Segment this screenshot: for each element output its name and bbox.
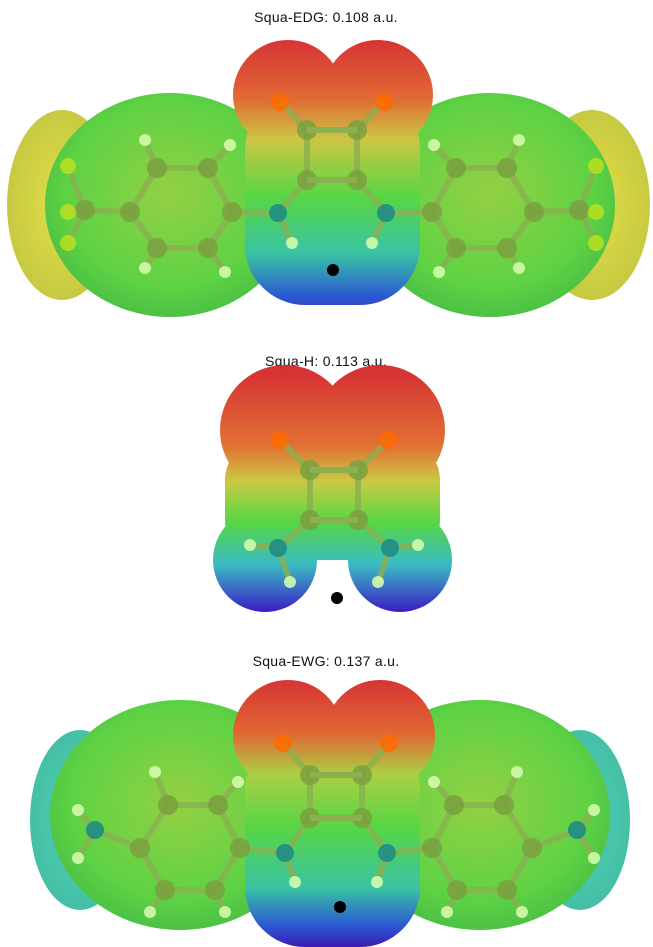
atom [568,821,586,839]
figure: Squa-EDG: 0.108 a.u. Squa-H: 0.113 a.u. … [0,0,653,947]
atom [230,838,250,858]
marker-dot [334,901,346,913]
atom [372,576,384,588]
atom [72,852,84,864]
atom [120,202,140,222]
atom [412,539,424,551]
atom [513,262,525,274]
atom [513,134,525,146]
atom [271,431,289,449]
atom [588,852,600,864]
atom [232,776,244,788]
atom [60,235,76,251]
marker-dot [331,592,343,604]
atom [516,906,528,918]
atom [274,734,292,752]
atom [130,838,150,858]
atom [205,880,225,900]
atom [208,795,228,815]
atom [139,262,151,274]
marker-dot [327,264,339,276]
surface [213,365,452,612]
atom [588,204,604,220]
atom [139,134,151,146]
atom [149,766,161,778]
atom [147,238,167,258]
atom [289,876,301,888]
page-body: {"panels": [ {"label": "Squa-EDG: 0.108 … [0,0,653,947]
atom [522,838,542,858]
atom [198,158,218,178]
atom [224,139,236,151]
atom [155,880,175,900]
panel-label: Squa-EWG: 0.137 a.u. [253,653,400,669]
atom [60,204,76,220]
surface [30,680,630,947]
atom [588,804,600,816]
atom [198,238,218,258]
atom [511,766,523,778]
atom [444,795,464,815]
atom [497,158,517,178]
atom [524,202,544,222]
atom [158,795,178,815]
atom [446,158,466,178]
atom [497,880,517,900]
atom [447,880,467,900]
atom [375,93,393,111]
surface-lobe [245,730,420,947]
atom [60,158,76,174]
atom [494,795,514,815]
atom [244,539,256,551]
atom [271,93,289,111]
atom [588,235,604,251]
atom [422,202,442,222]
atom [147,158,167,178]
atom [286,237,298,249]
atom [269,539,287,557]
atom [379,431,397,449]
atom [276,844,294,862]
atom [381,539,399,557]
atom [269,204,287,222]
panel-label: Squa-EDG: 0.108 a.u. [254,9,398,25]
atom [219,906,231,918]
atom [497,238,517,258]
atom [588,158,604,174]
atom [377,204,395,222]
atom [366,237,378,249]
atom [86,821,104,839]
atom [371,876,383,888]
atom [222,202,242,222]
atom [428,776,440,788]
atom [72,804,84,816]
atom [378,844,396,862]
atom [441,906,453,918]
atom [75,200,95,220]
atom [144,906,156,918]
atom [219,266,231,278]
atom [284,576,296,588]
atom [380,734,398,752]
atom [422,838,442,858]
atom [428,139,440,151]
atom [446,238,466,258]
atom [433,266,445,278]
page: Electrostatic potential maps body { marg… [0,0,653,947]
atom [569,200,589,220]
